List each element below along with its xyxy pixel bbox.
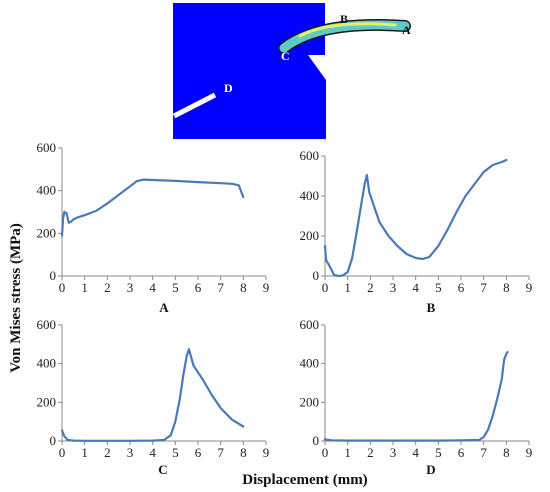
x-tick-label: 3	[390, 280, 397, 295]
x-tick-label: 6	[458, 280, 465, 295]
x-tick-label: 3	[390, 445, 397, 460]
schematic-label-b: B	[340, 12, 348, 26]
y-tick-label: 600	[300, 317, 320, 332]
y-tick-label: 400	[37, 183, 57, 198]
y-tick-label: 0	[313, 433, 320, 448]
x-tick-label: 6	[458, 445, 465, 460]
schematic-slot	[172, 92, 217, 119]
x-tick-label: 5	[172, 280, 179, 295]
x-tick-label: 0	[59, 445, 66, 460]
schematic-block	[173, 3, 326, 139]
x-tick-label: 3	[127, 280, 134, 295]
x-tick-label: 4	[412, 445, 419, 460]
x-tick-label: 4	[149, 280, 156, 295]
x-tick-label: 2	[367, 280, 374, 295]
y-tick-label: 0	[50, 268, 57, 283]
y-tick-label: 200	[300, 228, 320, 243]
y-tick-label: 0	[313, 268, 320, 283]
x-tick-label: 0	[322, 280, 329, 295]
x-tick-label: 7	[480, 445, 487, 460]
y-tick-label: 600	[37, 140, 57, 155]
panel-label: D	[426, 462, 435, 477]
y-axis-title: Von Mises stress (MPa)	[8, 223, 24, 373]
x-tick-label: 1	[81, 280, 88, 295]
y-tick-label: 200	[37, 394, 57, 409]
x-tick-label: 0	[59, 280, 66, 295]
schematic-label-d: D	[224, 81, 233, 95]
y-tick-label: 600	[300, 148, 320, 163]
x-tick-label: 7	[480, 280, 487, 295]
x-tick-label: 8	[503, 280, 510, 295]
x-tick-label: 3	[127, 445, 134, 460]
schematic-label-c: C	[281, 49, 290, 63]
x-axis-title: Displacement (mm)	[242, 472, 367, 488]
x-tick-label: 0	[322, 445, 329, 460]
x-tick-label: 9	[526, 445, 533, 460]
y-tick-label: 200	[300, 394, 320, 409]
x-tick-label: 2	[104, 445, 111, 460]
x-tick-label: 5	[435, 280, 442, 295]
x-tick-label: 9	[263, 445, 270, 460]
x-tick-label: 5	[172, 445, 179, 460]
panel-label: C	[158, 462, 167, 477]
series-line-b	[323, 158, 508, 278]
x-tick-label: 6	[195, 445, 202, 460]
x-tick-label: 8	[240, 280, 247, 295]
y-tick-label: 200	[37, 225, 57, 240]
y-tick-label: 400	[37, 356, 57, 371]
y-tick-label: 400	[300, 356, 320, 371]
series-line-d	[323, 351, 509, 442]
x-tick-label: 1	[81, 445, 88, 460]
x-tick-label: 2	[104, 280, 111, 295]
schematic-arm-highlight	[298, 22, 397, 38]
y-tick-label: 400	[300, 188, 320, 203]
y-tick-label: 0	[50, 433, 57, 448]
x-tick-label: 8	[503, 445, 510, 460]
x-tick-label: 4	[412, 280, 419, 295]
x-tick-label: 9	[263, 280, 270, 295]
x-tick-label: 5	[435, 445, 442, 460]
x-tick-label: 6	[195, 280, 202, 295]
series-line-c	[60, 348, 245, 442]
panel-label: A	[159, 300, 169, 315]
x-tick-label: 7	[217, 445, 224, 460]
series-line-a	[60, 178, 245, 237]
schematic-label-a: A	[402, 23, 411, 37]
x-tick-label: 9	[526, 280, 533, 295]
x-tick-label: 8	[240, 445, 247, 460]
x-tick-label: 1	[344, 445, 351, 460]
panel-label: B	[427, 300, 436, 315]
schematic: A B C D	[172, 3, 411, 139]
x-tick-label: 7	[217, 280, 224, 295]
x-tick-label: 4	[149, 445, 156, 460]
x-tick-label: 1	[344, 280, 351, 295]
x-tick-label: 2	[367, 445, 374, 460]
y-tick-label: 600	[37, 317, 57, 332]
